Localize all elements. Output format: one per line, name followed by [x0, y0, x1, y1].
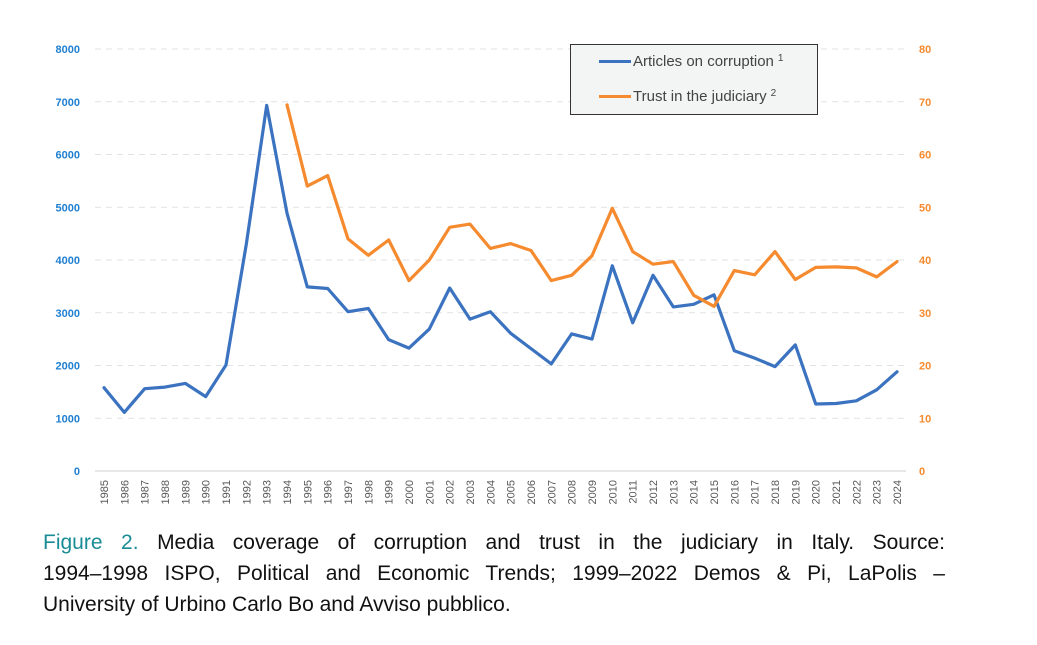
- legend-label: Articles on corruption: [633, 53, 774, 70]
- x-tick-label: 1996: [323, 480, 335, 504]
- x-tick-label: 2017: [750, 480, 762, 504]
- x-tick-label: 1992: [241, 480, 253, 504]
- legend-swatch-orange: [599, 95, 631, 98]
- x-tick-label: 2014: [689, 480, 701, 504]
- x-tick-label: 2018: [770, 480, 782, 504]
- x-tick-label: 2000: [404, 480, 416, 504]
- x-tick-label: 1994: [282, 480, 294, 504]
- caption-line-2: 1994–1998 ISPO, Political and Economic T…: [43, 562, 945, 585]
- series-line-trust-in-the-judiciary: [285, 103, 899, 308]
- dual-axis-line-chart: 0 1000 2000 3000 4000 5000 6000 7000 8000 0 10 20 3…: [56, 44, 932, 504]
- figure-caption: Figure 2. Media coverage of corruption a…: [43, 527, 945, 620]
- caption-line-3: University of Urbino Carlo Bo and Avviso…: [43, 593, 511, 616]
- x-tick-label: 2002: [445, 480, 457, 504]
- series-line-articles-on-corruption: [102, 103, 899, 414]
- caption-text: Media coverage of corruption and trust i…: [157, 531, 945, 554]
- legend-item-trust: Trust in the judiciary 2: [599, 88, 776, 105]
- legend-item-articles: Articles on corruption 1: [599, 53, 783, 70]
- y-right-tick-label: 70: [919, 97, 931, 109]
- y-left-tick-label: 8000: [56, 44, 80, 56]
- x-tick-label: 2008: [567, 480, 579, 504]
- x-tick-label: 2003: [465, 480, 477, 504]
- y-left-tick-label: 3000: [56, 308, 80, 320]
- x-tick-label: 1987: [140, 480, 152, 504]
- x-tick-label: 2007: [546, 480, 558, 504]
- x-tick-label: 1995: [302, 480, 314, 504]
- x-tick-label: 1993: [262, 480, 274, 504]
- y-left-tick-label: 0: [74, 466, 80, 478]
- x-tick-label: 2001: [424, 480, 436, 504]
- x-tick-label: 2004: [485, 480, 497, 504]
- x-tick-label: 2010: [607, 480, 619, 504]
- y-left-tick-label: 1000: [56, 413, 80, 425]
- y-left-tick-label: 4000: [56, 255, 80, 267]
- y-right-tick-label: 10: [919, 413, 931, 425]
- x-tick-label: 2012: [648, 480, 660, 504]
- x-tick-label: 1999: [384, 480, 396, 504]
- x-tick-label: 2019: [790, 480, 802, 504]
- y-right-tick-label: 40: [919, 255, 931, 267]
- x-tick-label: 1989: [180, 480, 192, 504]
- y-right-tick-label: 30: [919, 308, 931, 320]
- x-tick-label: 1998: [363, 480, 375, 504]
- x-tick-label: 1986: [119, 480, 131, 504]
- y-right-tick-label: 20: [919, 361, 931, 373]
- x-tick-label: 2005: [506, 480, 518, 504]
- x-tick-label: 1988: [160, 480, 172, 504]
- legend-label: Trust in the judiciary: [633, 88, 767, 105]
- x-tick-label: 2013: [668, 480, 680, 504]
- x-tick-label: 2020: [811, 480, 823, 504]
- caption-line-1: Figure 2. Media coverage of corruption a…: [43, 527, 945, 558]
- x-tick-label: 2006: [526, 480, 538, 504]
- legend-footnote: 1: [777, 53, 784, 64]
- x-tick-label: 2022: [851, 480, 863, 504]
- y-right-tick-label: 0: [919, 466, 925, 478]
- y-right-tick-label: 60: [919, 150, 931, 162]
- y-right-tick-label: 50: [919, 202, 931, 214]
- x-tick-label: 2016: [729, 480, 741, 504]
- y-left-tick-label: 2000: [56, 361, 80, 373]
- x-tick-label: 2011: [628, 480, 640, 504]
- x-tick-label: 2023: [872, 480, 884, 504]
- x-tick-label: 2009: [587, 480, 599, 504]
- x-tick-label: 2015: [709, 480, 721, 504]
- y-left-tick-label: 5000: [56, 202, 80, 214]
- x-tick-label: 1991: [221, 480, 233, 504]
- y-right-tick-label: 80: [919, 44, 931, 56]
- x-tick-label: 1997: [343, 480, 355, 504]
- figure-label: Figure 2.: [43, 531, 139, 554]
- y-left-tick-label: 7000: [56, 97, 80, 109]
- x-tick-label: 2024: [892, 480, 904, 504]
- legend-swatch-blue: [599, 60, 631, 63]
- chart-legend: Articles on corruption 1 Trust in the ju…: [570, 44, 818, 115]
- legend-footnote: 2: [770, 88, 777, 99]
- x-tick-label: 2021: [831, 480, 843, 504]
- y-left-tick-label: 6000: [56, 150, 80, 162]
- x-tick-label: 1985: [99, 480, 111, 504]
- x-tick-label: 1990: [201, 480, 213, 504]
